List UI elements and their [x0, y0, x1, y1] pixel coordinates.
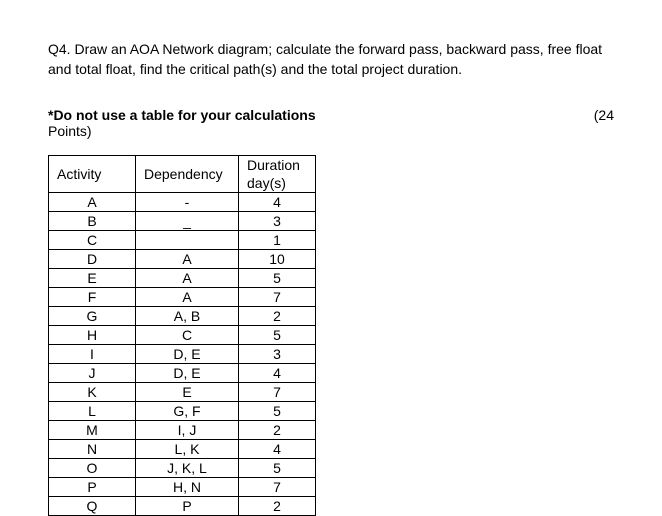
cell-activity: F — [49, 288, 136, 307]
cell-duration: 7 — [239, 288, 316, 307]
table-row: B_3 — [49, 212, 316, 231]
cell-activity: G — [49, 307, 136, 326]
header-dependency: Dependency — [136, 156, 239, 193]
cell-dependency: D, E — [136, 345, 239, 364]
table-row: HC5 — [49, 326, 316, 345]
cell-dependency: A — [136, 269, 239, 288]
question-label: Q4. — [48, 41, 71, 57]
cell-activity: P — [49, 478, 136, 497]
table-row: KE7 — [49, 383, 316, 402]
cell-duration: 4 — [239, 364, 316, 383]
question-text: Q4. Draw an AOA Network diagram; calcula… — [48, 40, 614, 79]
table-row: QP2 — [49, 497, 316, 516]
cell-activity: O — [49, 459, 136, 478]
cell-activity: C — [49, 231, 136, 250]
cell-dependency: A — [136, 288, 239, 307]
cell-duration: 5 — [239, 269, 316, 288]
cell-activity: H — [49, 326, 136, 345]
cell-activity: D — [49, 250, 136, 269]
points-prefix: (24 — [594, 107, 614, 123]
cell-activity: I — [49, 345, 136, 364]
cell-dependency: E — [136, 383, 239, 402]
header-duration: Duration — [239, 156, 316, 175]
cell-dependency: A — [136, 250, 239, 269]
cell-duration: 10 — [239, 250, 316, 269]
cell-activity: M — [49, 421, 136, 440]
header-duration-sub: day(s) — [239, 174, 316, 193]
cell-activity: A — [49, 193, 136, 212]
cell-duration: 3 — [239, 345, 316, 364]
table-row: EA5 — [49, 269, 316, 288]
cell-dependency — [136, 231, 239, 250]
table-row: JD, E4 — [49, 364, 316, 383]
table-row: ID, E3 — [49, 345, 316, 364]
cell-activity: J — [49, 364, 136, 383]
cell-duration: 5 — [239, 459, 316, 478]
cell-activity: Q — [49, 497, 136, 516]
table-row: A-4 — [49, 193, 316, 212]
cell-activity: K — [49, 383, 136, 402]
cell-duration: 7 — [239, 383, 316, 402]
cell-dependency: I, J — [136, 421, 239, 440]
table-row: LG, F5 — [49, 402, 316, 421]
cell-activity: L — [49, 402, 136, 421]
cell-activity: B — [49, 212, 136, 231]
header-activity: Activity — [49, 156, 136, 193]
cell-duration: 2 — [239, 307, 316, 326]
instruction-row: *Do not use a table for your calculation… — [48, 107, 614, 123]
cell-dependency: A, B — [136, 307, 239, 326]
cell-dependency: D, E — [136, 364, 239, 383]
cell-duration: 2 — [239, 421, 316, 440]
cell-duration: 4 — [239, 440, 316, 459]
cell-activity: N — [49, 440, 136, 459]
activity-table: Activity Dependency Duration day(s) A-4B… — [48, 155, 316, 516]
question-body: Draw an AOA Network diagram; calculate t… — [48, 41, 602, 77]
cell-duration: 4 — [239, 193, 316, 212]
table-row: MI, J2 — [49, 421, 316, 440]
table-row: OJ, K, L5 — [49, 459, 316, 478]
cell-dependency: _ — [136, 212, 239, 231]
cell-dependency: P — [136, 497, 239, 516]
cell-dependency: C — [136, 326, 239, 345]
instruction-text: *Do not use a table for your calculation… — [48, 107, 316, 123]
cell-duration: 3 — [239, 212, 316, 231]
table-row: DA10 — [49, 250, 316, 269]
table-row: PH, N7 — [49, 478, 316, 497]
table-header-row: Activity Dependency Duration — [49, 156, 316, 175]
cell-duration: 7 — [239, 478, 316, 497]
cell-duration: 5 — [239, 326, 316, 345]
cell-duration: 2 — [239, 497, 316, 516]
table-row: C1 — [49, 231, 316, 250]
cell-dependency: - — [136, 193, 239, 212]
cell-activity: E — [49, 269, 136, 288]
points-suffix: Points) — [48, 123, 614, 139]
table-row: NL, K4 — [49, 440, 316, 459]
table-row: GA, B2 — [49, 307, 316, 326]
cell-dependency: L, K — [136, 440, 239, 459]
cell-duration: 1 — [239, 231, 316, 250]
cell-dependency: H, N — [136, 478, 239, 497]
cell-dependency: J, K, L — [136, 459, 239, 478]
cell-duration: 5 — [239, 402, 316, 421]
cell-dependency: G, F — [136, 402, 239, 421]
table-row: FA7 — [49, 288, 316, 307]
